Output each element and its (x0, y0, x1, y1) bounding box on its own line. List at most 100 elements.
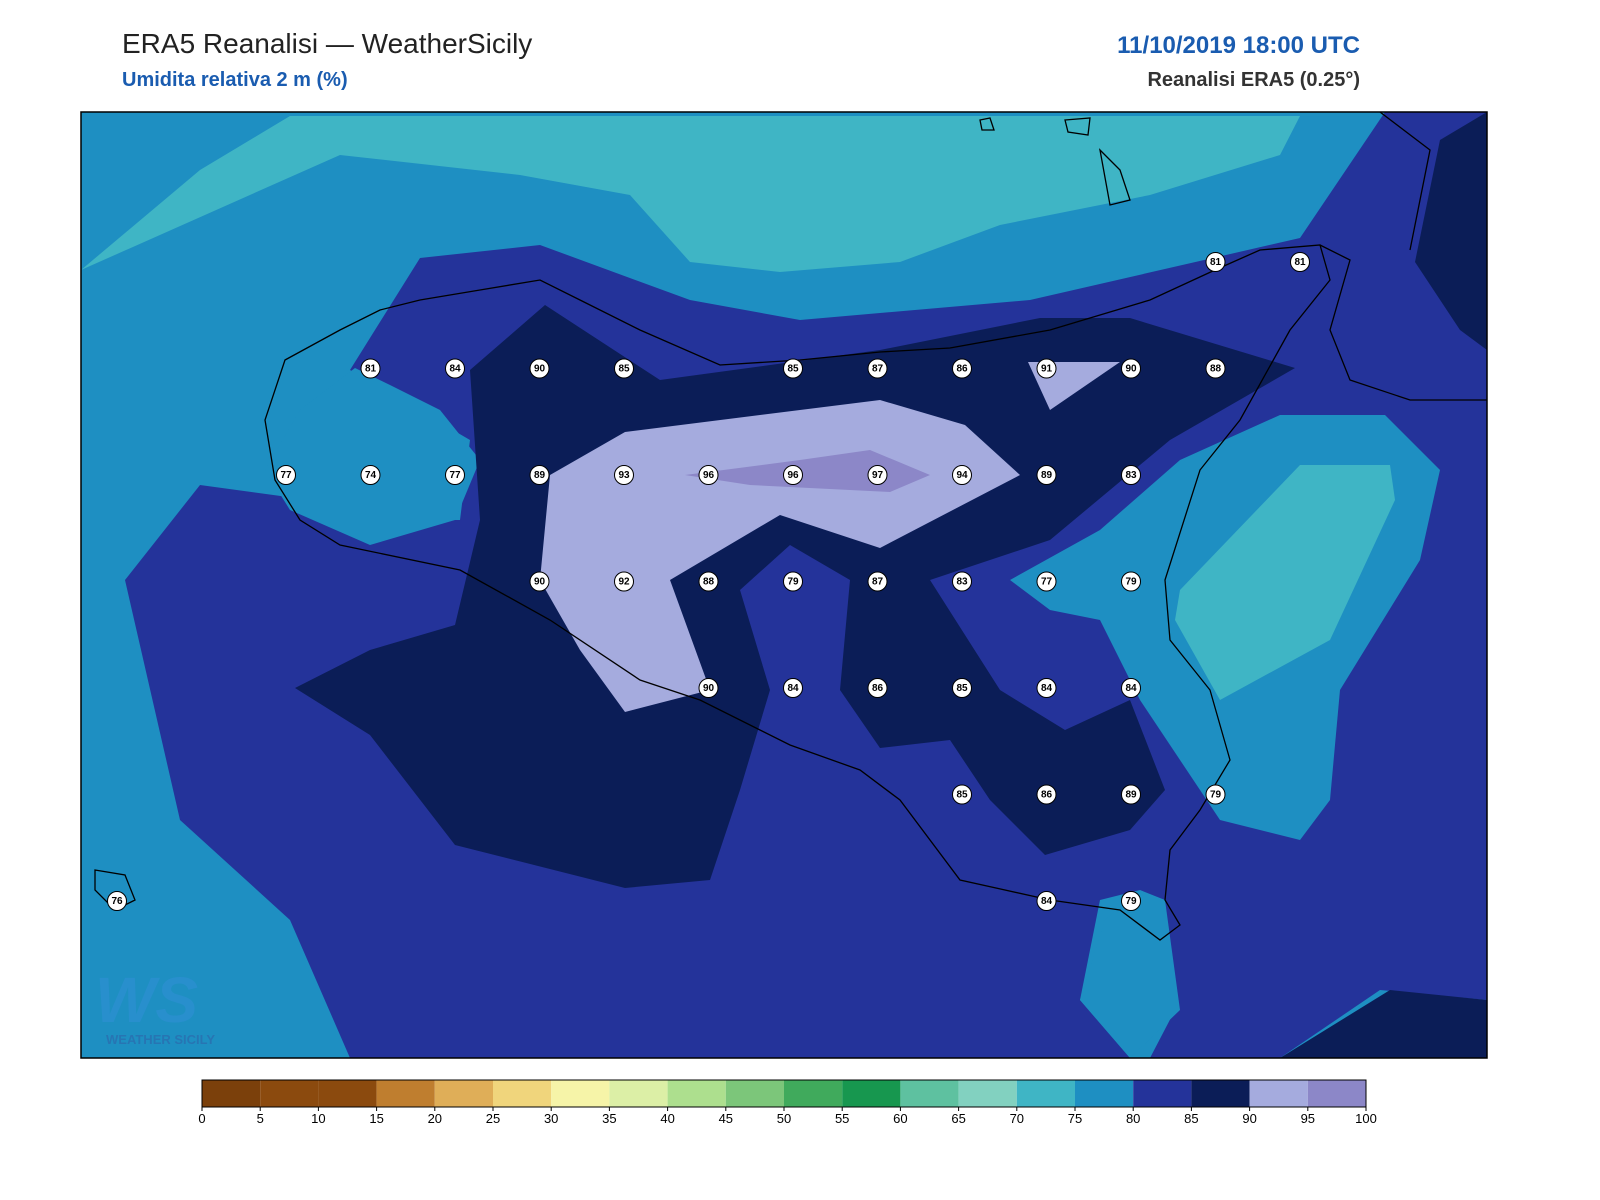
station-marker (952, 571, 972, 592)
colorbar-tick-label: 80 (1126, 1111, 1140, 1126)
station-marker (276, 465, 296, 485)
station-value: 89 (534, 470, 546, 481)
map-frame (80, 111, 1488, 1059)
contour-fills (81, 112, 1487, 1058)
station-marker (867, 358, 888, 379)
station-value: 94 (956, 470, 968, 481)
station-marker (1205, 252, 1226, 272)
colorbar-tick-label: 100 (1355, 1111, 1377, 1126)
colorbar-segment (376, 1080, 435, 1107)
station-value: 90 (534, 364, 546, 375)
colorbar-tick-label: 30 (544, 1111, 558, 1126)
colorbar-segment (958, 1080, 1017, 1107)
station-marker (1036, 465, 1057, 485)
colorbar-tick-label: 0 (198, 1111, 205, 1126)
station-marker (1121, 571, 1141, 592)
station-value: 85 (618, 364, 630, 375)
station-value: 83 (956, 577, 968, 588)
station-value: 86 (956, 364, 968, 375)
colorbar-segment (1249, 1080, 1308, 1107)
station-value: 76 (111, 896, 123, 907)
station-value: 88 (703, 577, 715, 588)
contour-fill (81, 116, 1300, 272)
date: 11/10/2019 18:00 UTC (1117, 32, 1360, 59)
station-marker (1290, 252, 1310, 272)
station-value: 92 (618, 577, 630, 588)
station-marker (698, 465, 719, 485)
logo-mark: WS (95, 964, 198, 1036)
station-marker (1036, 571, 1057, 592)
colorbar-segment (667, 1080, 726, 1107)
colorbar-tick-label: 20 (428, 1111, 442, 1126)
station-value: 77 (280, 470, 292, 481)
colorbar-tick-label: 75 (1068, 1111, 1082, 1126)
station-value: 85 (787, 364, 799, 375)
station-value: 84 (1041, 896, 1053, 907)
station-marker (614, 465, 634, 485)
station-value: 77 (449, 470, 461, 481)
colorbar-tick-label: 35 (602, 1111, 616, 1126)
colorbar-segment (900, 1080, 959, 1107)
station-value: 84 (1125, 683, 1137, 694)
station-marker (614, 571, 634, 592)
colorbar-segment (318, 1080, 377, 1107)
station-value: 88 (1210, 364, 1222, 375)
station-value: 79 (1125, 577, 1137, 588)
coastline (94, 112, 1487, 941)
station-marker (360, 465, 381, 485)
colorbar-segment (609, 1080, 668, 1107)
station-marker (783, 678, 803, 698)
colorbar-tick-label: 15 (369, 1111, 383, 1126)
station-value: 87 (872, 364, 884, 375)
contour-fill (1280, 990, 1487, 1058)
station-value: 90 (703, 683, 715, 694)
contour-fill (265, 368, 480, 545)
station-marker (867, 678, 888, 698)
station-value: 90 (1125, 364, 1137, 375)
colorbar-tick-label: 90 (1242, 1111, 1256, 1126)
station-value: 91 (1041, 364, 1053, 375)
station-marker (529, 571, 550, 592)
station-marker (1036, 358, 1057, 379)
colorbar-segment (202, 1080, 261, 1107)
station-marker (1205, 358, 1226, 379)
station-marker (867, 465, 888, 485)
contour-fill (1080, 890, 1180, 1058)
contour-fill (1175, 465, 1395, 700)
contour-fill (1415, 112, 1487, 350)
colorbar-segment (434, 1080, 493, 1107)
colorbar-segment (551, 1080, 610, 1107)
station-marker (952, 465, 972, 485)
station-value: 90 (534, 577, 546, 588)
station-marker (698, 678, 719, 698)
station-marker (952, 678, 972, 698)
colorbar-tick-label: 50 (777, 1111, 791, 1126)
station-value: 86 (872, 683, 884, 694)
colorbar-segment (1133, 1080, 1192, 1107)
station-value: 86 (1041, 790, 1053, 801)
colorbar-segment (784, 1080, 843, 1107)
station-value: 97 (872, 470, 884, 481)
station-marker (1121, 358, 1141, 379)
source: Reanalisi ERA5 (0.25°) (1147, 69, 1360, 91)
contour-fill (295, 305, 1295, 888)
station-marker (1121, 891, 1141, 911)
colorbar-tick-label: 70 (1010, 1111, 1024, 1126)
station-value: 87 (872, 577, 884, 588)
station-marker (1036, 784, 1057, 805)
station-marker (614, 358, 634, 379)
colorbar-segment (725, 1080, 784, 1107)
station-value: 79 (787, 577, 799, 588)
station-labels: 81 81 81 84 90 85 85 87 86 91 90 88 77 74 77 89 93 96 96 97… (107, 252, 1310, 911)
colorbar-segment (1307, 1080, 1366, 1107)
station-marker (783, 358, 803, 379)
station-value: 79 (1210, 790, 1222, 801)
station-marker (867, 571, 888, 592)
station-marker (952, 358, 972, 379)
colorbar-segment (1191, 1080, 1250, 1107)
station-marker (1121, 465, 1141, 485)
colorbar-tick-label: 60 (893, 1111, 907, 1126)
station-value: 81 (1210, 257, 1222, 268)
